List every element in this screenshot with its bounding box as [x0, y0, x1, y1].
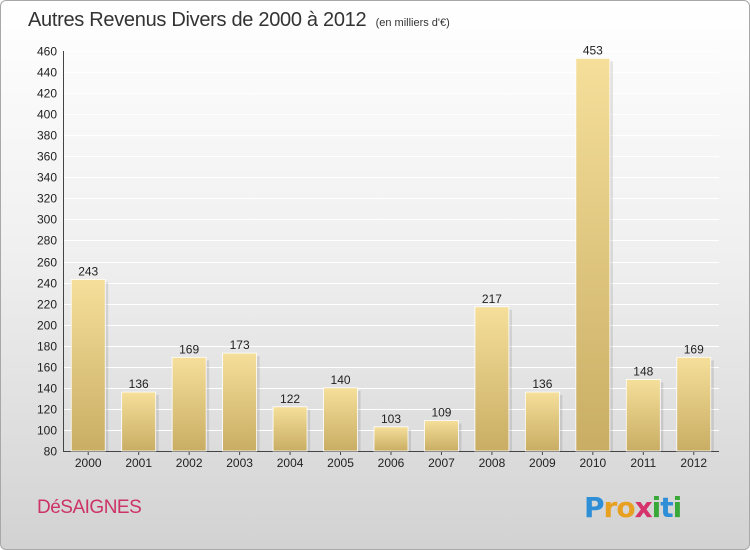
y-tick-label: 340	[37, 171, 57, 185]
chart-subtitle: (en milliers d'€)	[375, 17, 450, 29]
labels: 243 2000 136 2001 169 2002 173 2003 122 2004 140 20…	[75, 43, 708, 470]
x-tick-label: 2000	[75, 456, 102, 470]
y-tick-label: 400	[37, 108, 57, 122]
value-label: 140	[331, 373, 351, 387]
y-tick-label: 460	[37, 45, 57, 59]
y-tick-label: 280	[37, 234, 57, 248]
y-tick-label: 260	[37, 256, 57, 270]
y-tick-label: 140	[37, 382, 57, 396]
value-label: 173	[230, 338, 250, 352]
bar-2009	[524, 391, 560, 452]
y-tick-label: 160	[37, 361, 57, 375]
value-label: 169	[179, 342, 199, 356]
bar-2012	[676, 356, 712, 452]
x-tick-label: 2004	[277, 456, 304, 470]
x-tick-label: 2012	[680, 456, 707, 470]
bar-2003	[222, 352, 258, 452]
value-label: 453	[583, 43, 603, 57]
axes: 80 100 120 140 160 180 200 220 240 260 280 300 320 34…	[37, 45, 719, 459]
bars	[70, 57, 714, 452]
value-label: 109	[431, 405, 451, 419]
x-tick-label: 2006	[378, 456, 405, 470]
bar-2006	[373, 426, 409, 452]
x-tick-label: 2011	[630, 456, 656, 470]
x-tick-label: 2007	[428, 456, 455, 470]
bar-2000	[70, 279, 106, 452]
x-tick-label: 2002	[176, 456, 203, 470]
value-label: 136	[129, 377, 149, 391]
bar-2005	[323, 387, 358, 452]
value-label: 122	[280, 392, 300, 406]
bar-2011	[625, 379, 661, 452]
y-tick-label: 80	[44, 445, 58, 459]
logo-letter: o	[616, 491, 635, 524]
bar-2007	[424, 420, 459, 452]
y-tick-label: 300	[37, 213, 57, 227]
y-tick-label: 220	[37, 298, 57, 312]
x-tick-label: 2009	[529, 456, 556, 470]
bar-2001	[121, 391, 157, 452]
logo-letter: i	[651, 491, 662, 524]
logo-letter: r	[603, 491, 618, 524]
bar-2004	[272, 406, 308, 452]
x-tick-label: 2005	[327, 456, 354, 470]
value-label: 103	[381, 412, 401, 426]
commune-name: DéSAIGNES	[37, 497, 142, 518]
gridlines	[63, 51, 719, 431]
y-tick-label: 320	[37, 192, 57, 206]
y-tick-label: 180	[37, 340, 57, 354]
y-tick-label: 420	[37, 87, 57, 101]
x-tick-label: 2010	[579, 456, 606, 470]
x-tick-label: 2001	[125, 456, 152, 470]
logo-letter: i	[672, 491, 683, 524]
chart-title-text: Autres Revenus Divers de 2000 à 2012	[28, 9, 367, 31]
y-tick-label: 380	[37, 129, 57, 143]
y-tick-label: 200	[37, 319, 57, 333]
x-tick-label: 2003	[226, 456, 253, 470]
x-tick-label: 2008	[479, 456, 506, 470]
bar-2002	[171, 356, 207, 452]
value-label: 217	[482, 292, 502, 306]
value-label: 169	[684, 342, 704, 356]
logo-letter: x	[634, 491, 653, 524]
bar-2010	[575, 57, 611, 452]
logo-letter: P	[584, 491, 605, 524]
y-tick-label: 120	[37, 403, 57, 417]
y-tick-label: 100	[37, 424, 57, 438]
proxiti-logo[interactable]: Proxiti	[584, 491, 683, 524]
chart-title: Autres Revenus Divers de 2000 à 2012 (en…	[28, 9, 450, 32]
logo-letter: t	[660, 491, 673, 524]
y-tick-label: 360	[37, 150, 57, 164]
y-tick-label: 240	[37, 277, 57, 291]
value-label: 243	[78, 264, 98, 278]
y-tick-label: 440	[37, 66, 57, 80]
bar-2008	[474, 306, 510, 452]
value-label: 148	[633, 364, 653, 378]
value-label: 136	[532, 377, 552, 391]
